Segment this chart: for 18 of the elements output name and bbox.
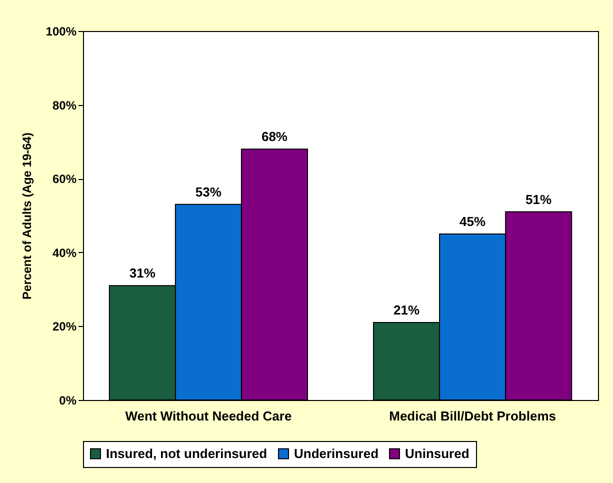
text: 53% <box>195 184 222 200</box>
legend-label: Underinsured <box>294 446 379 461</box>
y-axis-title: Percent of Adults (Age 19-64) <box>20 132 34 300</box>
text: 68% <box>261 129 288 144</box>
text: 21% <box>394 302 420 318</box>
y-tick-label: 0% <box>59 394 77 408</box>
legend-label: Uninsured <box>405 446 470 461</box>
text: 31% <box>129 266 156 281</box>
x-tick-label: Medical Bill/Debt Problems <box>389 408 556 424</box>
text: 45% <box>460 214 486 229</box>
x-tick-label: Went Without Needed Care <box>125 408 292 424</box>
y-tick-label: 40% <box>52 246 77 260</box>
y-tick-label: 100% <box>46 24 77 38</box>
y-tick-label: 20% <box>52 320 77 334</box>
legend-label: Insured, not underinsured <box>106 446 268 461</box>
text: 51% <box>526 192 552 207</box>
y-tick-label: 80% <box>52 98 77 112</box>
y-tick-label: 60% <box>52 172 77 186</box>
